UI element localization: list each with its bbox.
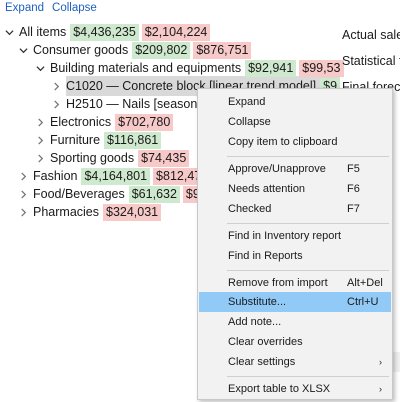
tree-row-all-items[interactable]: All items $4,436,235 $2,104,224	[3, 22, 213, 42]
tree-row-electronics[interactable]: Electronics $702,780	[34, 112, 176, 132]
menu-item-label: Checked	[228, 203, 272, 215]
menu-item-expand[interactable]: Expand	[199, 92, 391, 112]
expand-link[interactable]: Expand	[5, 2, 45, 14]
menu-item-export-xlsx[interactable]: Export table to XLSX ›	[199, 379, 391, 399]
tree-row-label: Sporting goods	[50, 151, 135, 165]
chevron-down-icon[interactable]	[3, 22, 16, 42]
collapse-link[interactable]: Collapse	[52, 2, 97, 14]
positive-value: $209,802	[132, 41, 191, 59]
tree-row-building-materials[interactable]: Building materials and equipments $92,94…	[34, 58, 347, 78]
menu-item-label: Find in Reports	[228, 250, 303, 262]
menu-item-copy-to-clipboard[interactable]: Copy item to clipboard	[199, 132, 391, 152]
negative-value: $324,031	[103, 203, 162, 221]
positive-value: $61,632	[128, 185, 180, 203]
tree-row-label: All items	[19, 25, 67, 39]
chevron-down-icon[interactable]	[17, 40, 30, 60]
tree-row-furniture[interactable]: Furniture $116,861	[34, 130, 164, 150]
negative-value: $74,435	[138, 149, 190, 167]
chevron-right-icon[interactable]	[50, 76, 63, 96]
menu-item-collapse[interactable]: Collapse	[199, 112, 391, 132]
negative-value: $2,104,224	[141, 23, 211, 41]
menu-item-label: Export table to XLSX	[228, 383, 331, 395]
menu-item-clear-settings[interactable]: Clear settings ›	[199, 352, 391, 372]
tree-row-label: Electronics	[50, 115, 112, 129]
menu-item-label: Approve/Unapprove	[228, 163, 326, 175]
menu-item-shortcut: Ctrl+U	[347, 296, 379, 308]
menu-item-label: Remove from import	[228, 277, 328, 289]
menu-item-label: Expand	[228, 96, 266, 108]
menu-item-remove-from-import[interactable]: Remove from import Alt+Del	[199, 273, 391, 293]
positive-value: $4,436,235	[70, 23, 139, 41]
chevron-down-icon[interactable]	[34, 58, 47, 78]
menu-item-clear-overrides[interactable]: Clear overrides	[199, 332, 391, 352]
menu-item-approve[interactable]: Approve/Unapprove F5	[199, 159, 391, 179]
menu-item-label: Collapse	[228, 116, 271, 128]
tree-row-sporting-goods[interactable]: Sporting goods $74,435	[34, 148, 192, 168]
tree-row-label: Building materials and equipments	[50, 61, 242, 75]
tree-row-label: Food/Beverages	[33, 187, 125, 201]
menu-item-shortcut: F7	[347, 203, 360, 215]
tree-row-pharmacies[interactable]: Pharmacies $324,031	[17, 202, 164, 222]
tree-row-food-beverages[interactable]: Food/Beverages $61,632 $9	[17, 184, 206, 204]
negative-value: $812,473	[153, 167, 212, 185]
menu-separator	[227, 270, 389, 271]
tree-row-label: Fashion	[33, 169, 78, 183]
chevron-right-icon[interactable]	[50, 94, 63, 114]
menu-item-substitute[interactable]: Substitute... Ctrl+U	[199, 292, 391, 312]
tree-row-consumer-goods[interactable]: Consumer goods $209,802 $876,751	[17, 40, 254, 60]
menu-item-label: Add note...	[228, 316, 282, 328]
chevron-right-icon[interactable]	[34, 130, 47, 150]
negative-value: $99,53	[299, 59, 344, 77]
menu-item-needs-attention[interactable]: Needs attention F6	[199, 179, 391, 199]
tree-row-h2510[interactable]: H2510 — Nails [seasona	[50, 94, 208, 114]
tree-row-label: Pharmacies	[33, 205, 99, 219]
menu-separator	[227, 156, 389, 157]
menu-item-label: Copy item to clipboard	[228, 136, 338, 148]
chevron-right-icon[interactable]	[17, 166, 30, 186]
actual-sales-label: Actual sale	[342, 28, 400, 42]
menu-item-label: Needs attention	[228, 183, 306, 195]
menu-item-label: Clear settings	[228, 356, 296, 368]
menu-item-label: Find in Inventory report	[228, 230, 342, 242]
tree-row-label: Furniture	[50, 133, 101, 147]
tree-row-fashion[interactable]: Fashion $4,164,801 $812,473	[17, 166, 214, 186]
chevron-right-icon[interactable]	[34, 112, 47, 132]
submenu-arrow-icon: ›	[379, 357, 382, 367]
menu-separator	[227, 376, 389, 377]
chevron-right-icon[interactable]	[17, 202, 30, 222]
menu-item-shortcut: F5	[347, 163, 360, 175]
menu-item-add-note[interactable]: Add note...	[199, 312, 391, 332]
menu-item-find-inventory[interactable]: Find in Inventory report	[199, 226, 391, 246]
chevron-right-icon[interactable]	[17, 184, 30, 204]
menu-item-label: Substitute...	[228, 296, 287, 308]
menu-item-shortcut: F6	[347, 183, 360, 195]
menu-item-find-reports[interactable]: Find in Reports	[199, 246, 391, 266]
context-menu: Expand Collapse Copy item to clipboard A…	[197, 88, 393, 400]
statistical-forecast-label: Statistical f	[342, 54, 400, 68]
negative-value: $702,780	[115, 113, 174, 131]
menu-separator	[227, 223, 389, 224]
chevron-right-icon[interactable]	[34, 148, 47, 168]
submenu-arrow-icon: ›	[379, 384, 382, 394]
tree-row-label: Consumer goods	[33, 43, 129, 57]
toolbar-links: Expand Collapse	[5, 2, 97, 18]
positive-value: $92,941	[245, 59, 297, 77]
positive-value: $4,164,801	[81, 167, 151, 185]
menu-item-label: Clear overrides	[228, 336, 303, 348]
menu-item-shortcut: Alt+Del	[347, 277, 383, 289]
tree-row-label: H2510 — Nails [seasona	[66, 97, 205, 111]
positive-value: $116,861	[104, 131, 162, 149]
menu-item-checked[interactable]: Checked F7	[199, 199, 391, 219]
negative-value: $876,751	[193, 41, 252, 59]
